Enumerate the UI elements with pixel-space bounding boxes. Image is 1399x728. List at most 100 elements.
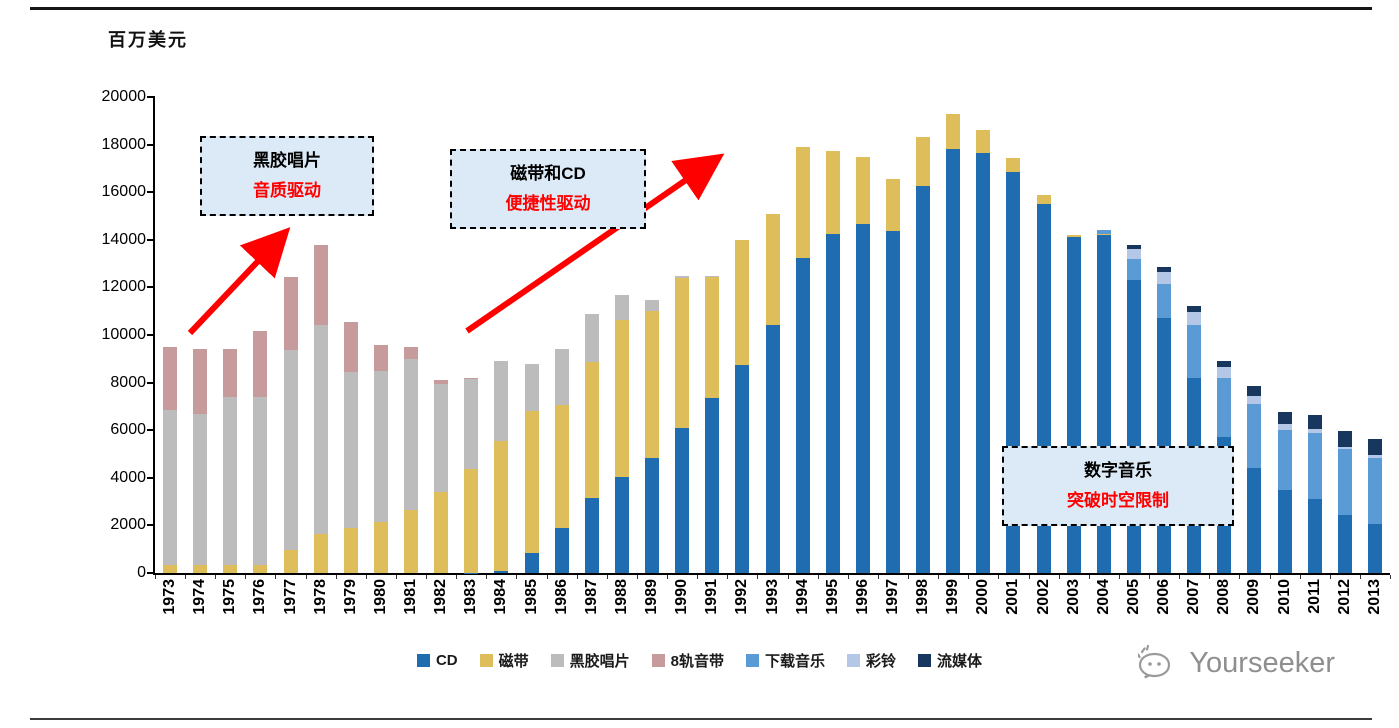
bar-segment-CD bbox=[494, 570, 509, 573]
y-axis-tick-label: 12000 bbox=[101, 278, 147, 296]
legend-swatch bbox=[651, 654, 665, 667]
x-axis-label: 1978 bbox=[311, 579, 329, 615]
bar-segment-流媒体 bbox=[1217, 361, 1232, 368]
x-axis-label: 2013 bbox=[1365, 579, 1383, 615]
bar-segment-CD bbox=[916, 186, 931, 573]
bar-segment-CD bbox=[524, 552, 539, 573]
bar-segment-黑胶唱片 bbox=[554, 349, 569, 406]
x-axis-tick-mark bbox=[275, 575, 277, 579]
legend-label: 黑胶唱片 bbox=[569, 653, 630, 670]
bar-segment-彩铃 bbox=[1126, 249, 1141, 259]
bar-segment-磁带 bbox=[946, 113, 961, 150]
legend-swatch bbox=[550, 654, 564, 667]
bar-segment-下载音乐 bbox=[1126, 258, 1141, 281]
y-axis-tick-label: 18000 bbox=[101, 135, 147, 153]
x-axis-label: 1975 bbox=[221, 579, 239, 615]
callout-digital-title: 数字音乐 bbox=[1084, 461, 1152, 480]
x-axis-label: 1998 bbox=[914, 579, 932, 615]
y-axis-tick-label: 16000 bbox=[101, 183, 147, 201]
legend-swatch bbox=[918, 654, 932, 667]
x-axis-label: 1974 bbox=[191, 579, 209, 615]
bar-segment-下载音乐 bbox=[1277, 430, 1292, 490]
x-axis-tick-mark bbox=[877, 575, 879, 579]
y-axis-tick-label: 20000 bbox=[101, 88, 147, 105]
callout-vinyl-title: 黑胶唱片 bbox=[253, 151, 321, 170]
legend-item-黑胶唱片: 黑胶唱片 bbox=[550, 650, 630, 671]
bar-segment-磁带 bbox=[1066, 235, 1081, 238]
bar-segment-黑胶唱片 bbox=[464, 378, 479, 469]
y-axis-line bbox=[153, 96, 155, 575]
x-axis-tick-mark bbox=[1239, 575, 1241, 579]
y-axis-tick-label: 14000 bbox=[101, 230, 147, 248]
bar-segment-磁带 bbox=[404, 509, 419, 573]
y-axis-tick-label: 8000 bbox=[110, 373, 146, 391]
bar-segment-下载音乐 bbox=[1367, 457, 1382, 525]
y-axis-tick-mark bbox=[147, 572, 154, 574]
bar-segment-磁带 bbox=[916, 137, 931, 187]
x-axis-label: 1980 bbox=[371, 579, 389, 615]
x-axis-label: 2007 bbox=[1185, 579, 1203, 615]
bar-segment-磁带 bbox=[343, 527, 358, 573]
bar-segment-黑胶唱片 bbox=[494, 361, 509, 441]
bar-segment-CD bbox=[735, 364, 750, 573]
y-axis-tick-mark bbox=[147, 143, 154, 146]
bar-segment-下载音乐 bbox=[1217, 377, 1232, 438]
x-axis-tick-mark bbox=[1058, 575, 1060, 579]
y-axis-tick-mark bbox=[147, 191, 154, 194]
x-axis-label: 1997 bbox=[883, 579, 901, 615]
x-axis-label: 1982 bbox=[432, 579, 450, 615]
bar-segment-黑胶唱片 bbox=[193, 413, 208, 565]
x-axis-label: 2005 bbox=[1124, 579, 1142, 615]
bar-segment-彩铃 bbox=[1277, 424, 1292, 431]
bar-segment-流媒体 bbox=[1157, 267, 1172, 272]
x-axis-tick-mark bbox=[305, 575, 307, 579]
x-axis-label: 2012 bbox=[1335, 579, 1353, 615]
bar-segment-黑胶唱片 bbox=[373, 370, 388, 522]
x-axis-label: 1992 bbox=[733, 579, 751, 615]
x-axis-tick-mark bbox=[847, 575, 849, 579]
x-axis-tick-mark bbox=[1118, 575, 1120, 579]
x-axis-label: 2004 bbox=[1094, 579, 1112, 615]
callout-vinyl-subtitle: 音质驱动 bbox=[253, 180, 321, 200]
bar-segment-8轨音带 bbox=[343, 321, 358, 372]
y-axis-tick-mark bbox=[147, 286, 154, 289]
bar-segment-CD bbox=[1247, 468, 1262, 573]
legend-item-CD: CD bbox=[416, 652, 458, 669]
x-axis-label: 1995 bbox=[823, 579, 841, 615]
x-axis-line bbox=[153, 573, 1390, 575]
bar-segment-下载音乐 bbox=[1337, 449, 1352, 515]
x-axis-tick-mark bbox=[395, 575, 397, 579]
x-axis-tick-mark bbox=[817, 575, 819, 579]
x-axis-label: 1979 bbox=[341, 579, 359, 615]
bar-segment-CD bbox=[1367, 524, 1382, 573]
x-axis-label: 1973 bbox=[161, 579, 179, 615]
legend-item-8轨音带: 8轨音带 bbox=[651, 650, 724, 671]
bar-segment-流媒体 bbox=[1337, 431, 1352, 447]
legend-item-彩铃: 彩铃 bbox=[847, 650, 896, 671]
y-axis-unit-label: 百万美元 bbox=[108, 30, 188, 50]
bar-segment-8轨音带 bbox=[434, 380, 449, 384]
x-axis-label: 1984 bbox=[492, 579, 510, 615]
bar-segment-下载音乐 bbox=[1096, 230, 1111, 234]
bar-segment-CD bbox=[885, 231, 900, 573]
bar-segment-磁带 bbox=[705, 276, 720, 399]
bar-segment-8轨音带 bbox=[253, 331, 268, 397]
x-axis-tick-mark bbox=[516, 575, 518, 579]
bar-segment-CD bbox=[554, 527, 569, 573]
x-axis-label: 2002 bbox=[1034, 579, 1052, 615]
legend-item-流媒体: 流媒体 bbox=[918, 650, 982, 671]
x-axis-tick-mark bbox=[998, 575, 1000, 579]
bar-segment-磁带 bbox=[464, 468, 479, 573]
bar-segment-8轨音带 bbox=[404, 346, 419, 359]
x-axis-tick-mark bbox=[757, 575, 759, 579]
legend-label: 8轨音带 bbox=[670, 653, 724, 670]
x-axis-label: 2011 bbox=[1305, 579, 1323, 614]
bar-segment-磁带 bbox=[554, 405, 569, 528]
legend-label: 下载音乐 bbox=[765, 653, 826, 670]
bar-segment-流媒体 bbox=[1247, 386, 1262, 396]
x-axis-label: 2008 bbox=[1215, 579, 1233, 615]
bar-segment-磁带 bbox=[765, 213, 780, 326]
chart-legend: CD 磁带 黑胶唱片 8轨音带 下载音乐 彩铃 流媒体 bbox=[0, 650, 1399, 671]
bar-segment-磁带 bbox=[795, 146, 810, 258]
